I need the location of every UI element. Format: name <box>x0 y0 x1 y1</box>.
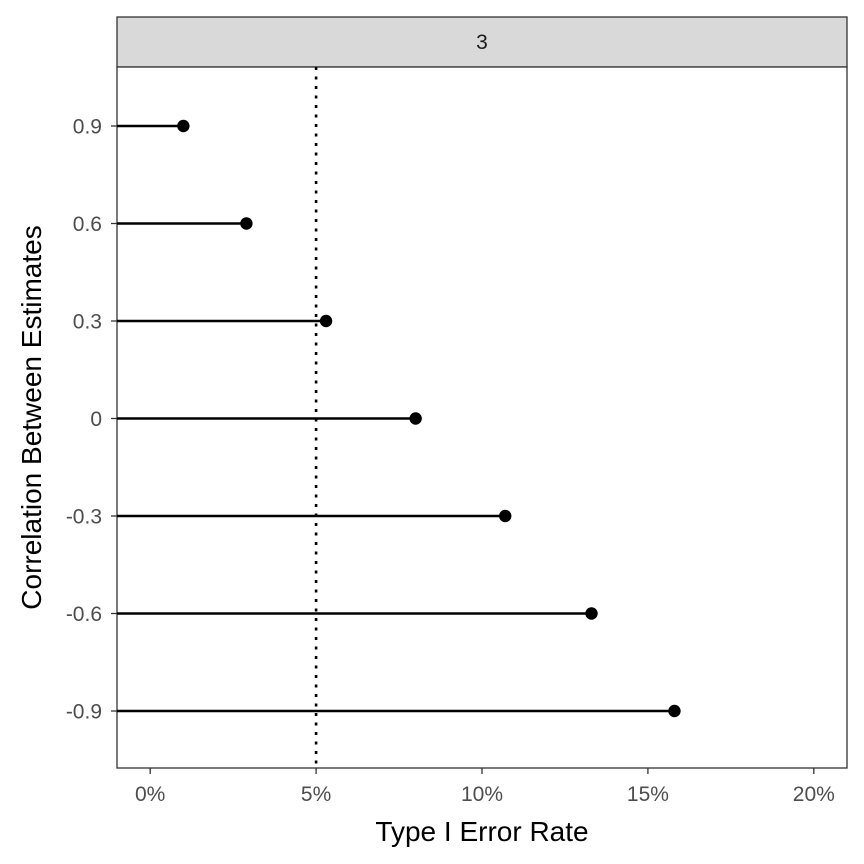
facet-strip-bg <box>116 16 848 68</box>
y-tick-label: 0.9 <box>73 116 102 139</box>
y-tick-label: 0.3 <box>73 311 102 334</box>
x-tick-label: 5% <box>301 783 331 806</box>
x-tick-label: 15% <box>627 783 669 806</box>
x-tick-label: 20% <box>793 783 835 806</box>
lollipop-point <box>585 607 598 620</box>
x-tick-label: 10% <box>461 783 503 806</box>
facet-strip-label: 3 <box>476 31 488 54</box>
lollipop-point <box>409 412 422 425</box>
y-tick-label: -0.9 <box>66 701 102 724</box>
x-tick-label: 0% <box>135 783 165 806</box>
lollipop-point <box>177 119 190 133</box>
y-axis-title: Correlation Between Estimates <box>16 225 47 609</box>
x-axis-title: Type I Error Rate <box>375 816 588 847</box>
lollipop-point <box>240 217 253 230</box>
y-axis: 0.9 0.6 0.3 0 -0.3 -0.6 -0.9 <box>66 116 117 724</box>
lollipop-marks <box>117 67 681 768</box>
y-tick-label: 0 <box>90 408 102 431</box>
lollipop-point <box>668 704 681 718</box>
facet-strip: 3 <box>116 16 848 68</box>
lollipop-point <box>499 509 512 523</box>
y-tick-label: -0.3 <box>66 506 102 529</box>
lollipop-point <box>319 314 333 328</box>
y-tick-label: 0.6 <box>73 213 102 236</box>
y-tick-label: -0.6 <box>66 603 102 626</box>
x-axis: 0% 5% 10% 15% 20% <box>135 768 835 806</box>
